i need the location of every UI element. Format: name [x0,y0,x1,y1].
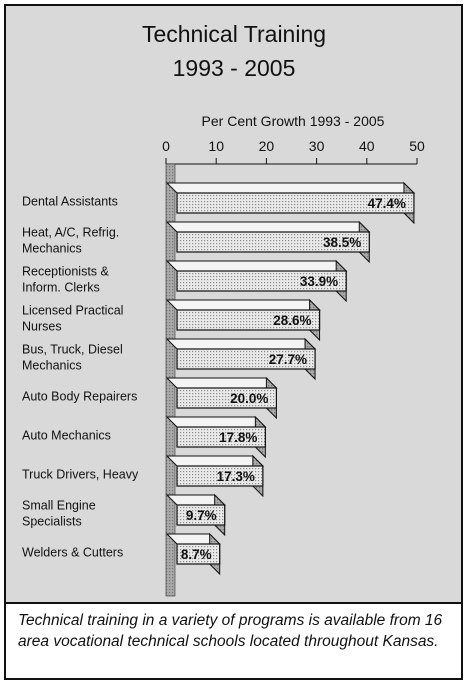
bar-front-face [176,192,415,214]
chart-title: Technical Training [142,21,326,47]
data-label: 33.9% [300,274,338,289]
category-label-line: Mechanics [22,359,82,373]
data-label: 47.4% [368,196,406,211]
data-label: 27.7% [269,352,307,367]
bar: 28.6% [165,298,321,342]
category-label: Auto Body Repairers [22,390,137,404]
bar-top-face [165,299,321,311]
chart-panel: Technical Training 1993 - 2005 Per Cent … [6,6,461,604]
bar-chart: Technical Training 1993 - 2005 Per Cent … [22,21,425,597]
bar-front-face [176,543,221,565]
bar-front-face [176,348,316,370]
category-label-line: Small Engine [22,499,96,513]
bar-front-face [176,387,278,409]
category-label: Truck Drivers, Heavy [22,468,139,482]
x-tick-label: 50 [409,138,425,154]
bar: 9.7% [165,493,226,537]
data-label: 8.7% [181,547,212,562]
category-label: Small Engine Specialists [22,499,96,529]
bar-front-face [176,231,370,253]
category-labels: Dental Assistants Heat, A/C, Refrig. Mecha… [22,195,139,560]
data-label: 38.5% [323,235,361,250]
bar-top-face [165,221,371,233]
bar-front-face [176,270,347,292]
bar-top-face [165,416,267,428]
category-label: Receptionists & Inform. Clerks [22,265,110,295]
bar-top-face [165,260,348,272]
category-label-line: Specialists [22,515,82,529]
category-label: Dental Assistants [22,195,118,209]
bar-top-face [165,338,317,350]
bar-front-face [176,426,266,448]
bar-front-face [176,465,264,487]
data-label: 17.8% [219,430,257,445]
category-label-line: Licensed Practical [22,304,123,318]
category-label-line: Welders & Cutters [22,546,123,560]
bars-group: 47.4% 38.5% 33.9% 28.6% 27.7% 20.0% 17.8% 17.3%… [165,181,416,576]
category-label-line: Heat, A/C, Refrig. [22,226,119,240]
figure-frame: Technical Training 1993 - 2005 Per Cent … [4,4,463,680]
figure-caption: Technical training in a variety of progr… [18,612,443,650]
x-tick-label: 40 [359,138,375,154]
category-label-line: Bus, Truck, Diesel [22,343,123,357]
category-label-line: Nurses [22,320,62,334]
bar-top-face [165,182,416,194]
bar: 38.5% [165,220,371,264]
data-label: 9.7% [186,508,217,523]
bar: 33.9% [165,259,348,303]
category-label: Licensed Practical Nurses [22,304,123,334]
x-tick-label: 30 [309,138,325,154]
data-label: 20.0% [230,391,268,406]
category-label-line: Receptionists & [22,265,110,279]
category-label-line: Dental Assistants [22,195,118,209]
category-label: Welders & Cutters [22,546,123,560]
bar-top-face [165,455,265,467]
bar: 17.8% [165,415,267,459]
category-label-line: Auto Mechanics [22,429,111,443]
chart-subtitle: 1993 - 2005 [173,55,296,81]
bar: 17.3% [165,454,265,498]
data-label: 28.6% [273,313,311,328]
bar-front-face [176,309,321,331]
bar: 20.0% [165,376,278,420]
category-label-line: Truck Drivers, Heavy [22,468,139,482]
category-label-line: Inform. Clerks [22,281,100,295]
category-label: Heat, A/C, Refrig. Mechanics [22,226,119,256]
x-axis-label: Per Cent Growth 1993 - 2005 [202,113,385,129]
category-label-line: Auto Body Repairers [22,390,137,404]
x-tick-label: 20 [259,138,275,154]
bar-front-face [176,504,226,526]
bar-top-face [165,377,278,389]
data-label: 17.3% [217,469,255,484]
bar: 8.7% [165,532,221,576]
x-tick-label: 10 [208,138,224,154]
category-label: Bus, Truck, Diesel Mechanics [22,343,123,373]
category-label-line: Mechanics [22,242,82,256]
category-label: Auto Mechanics [22,429,111,443]
bar: 27.7% [165,337,317,381]
x-tick-label: 0 [162,138,170,154]
bar: 47.4% [165,181,416,225]
